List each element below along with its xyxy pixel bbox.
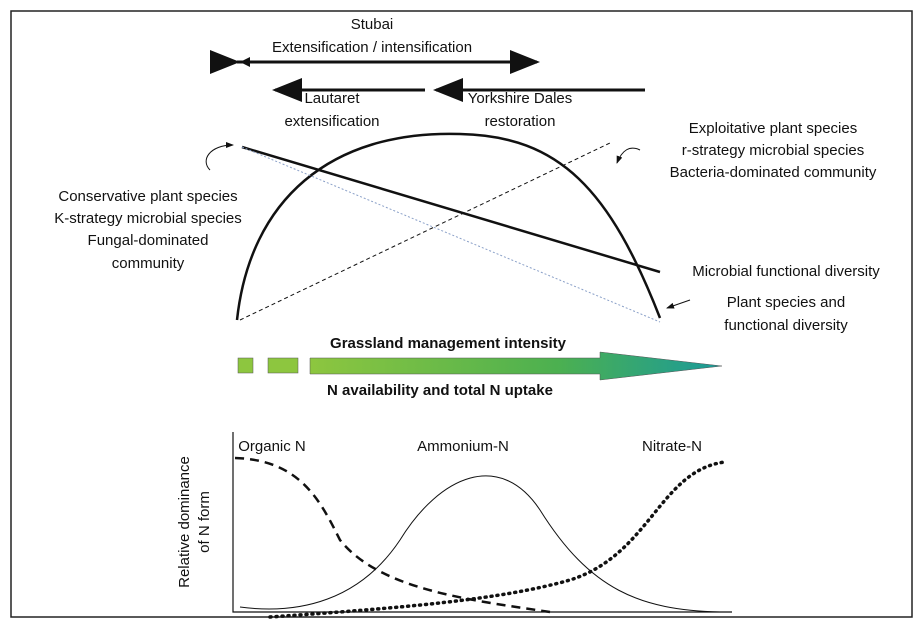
label: Conservative plant species: [58, 188, 237, 205]
n-forms-plot: Organic N Ammonium-N Nitrate-N Relative …: [176, 432, 732, 619]
label: Extensification / intensification: [272, 39, 472, 56]
axes: [232, 432, 732, 613]
label: N availability and total N uptake: [327, 382, 553, 399]
plant-diversity-curve: [235, 132, 662, 321]
nitrate-curve: [268, 460, 727, 619]
y-label: of N form: [196, 491, 213, 553]
square: [267, 357, 299, 374]
label: Ammonium-N: [417, 438, 509, 455]
label: Exploitative plant species: [689, 120, 857, 137]
frame: [10, 10, 913, 618]
label: Yorkshire Dales: [468, 90, 573, 107]
label: Microbial functional diversity: [692, 263, 880, 280]
label: Organic N: [238, 438, 306, 455]
label: Fungal-dominated: [88, 232, 209, 249]
label: Stubai: [351, 16, 394, 33]
y-label: Relative dominance: [176, 456, 193, 588]
ammonium-curve: [239, 475, 721, 613]
arrow-head: [240, 57, 250, 67]
label: community: [112, 255, 185, 272]
label: Plant species and: [727, 294, 845, 311]
curves: [205, 132, 691, 323]
organic-curve: [234, 456, 551, 614]
label: Lautaret: [304, 90, 360, 107]
label: restoration: [485, 113, 556, 130]
pointer: [205, 142, 234, 171]
label: Nitrate-N: [642, 438, 702, 455]
microbial-line: [241, 145, 661, 274]
side-labels: Exploitative plant species r-strategy mi…: [54, 120, 880, 334]
square: [237, 357, 254, 374]
label: extensification: [284, 113, 379, 130]
dashed-line: [239, 141, 613, 321]
label: r-strategy microbial species: [682, 142, 865, 159]
gradient-arrow: Grassland management intensity N availab…: [237, 335, 723, 399]
top-arrows: Stubai Extensification / intensification…: [210, 16, 645, 130]
pointer: [616, 147, 641, 164]
label: K-strategy microbial species: [54, 210, 242, 227]
pointer: [666, 299, 691, 309]
dotted-line: [241, 146, 661, 323]
arrow: [309, 351, 723, 381]
label: Grassland management intensity: [330, 335, 567, 352]
label: Bacteria-dominated community: [670, 164, 877, 181]
label: functional diversity: [724, 317, 848, 334]
